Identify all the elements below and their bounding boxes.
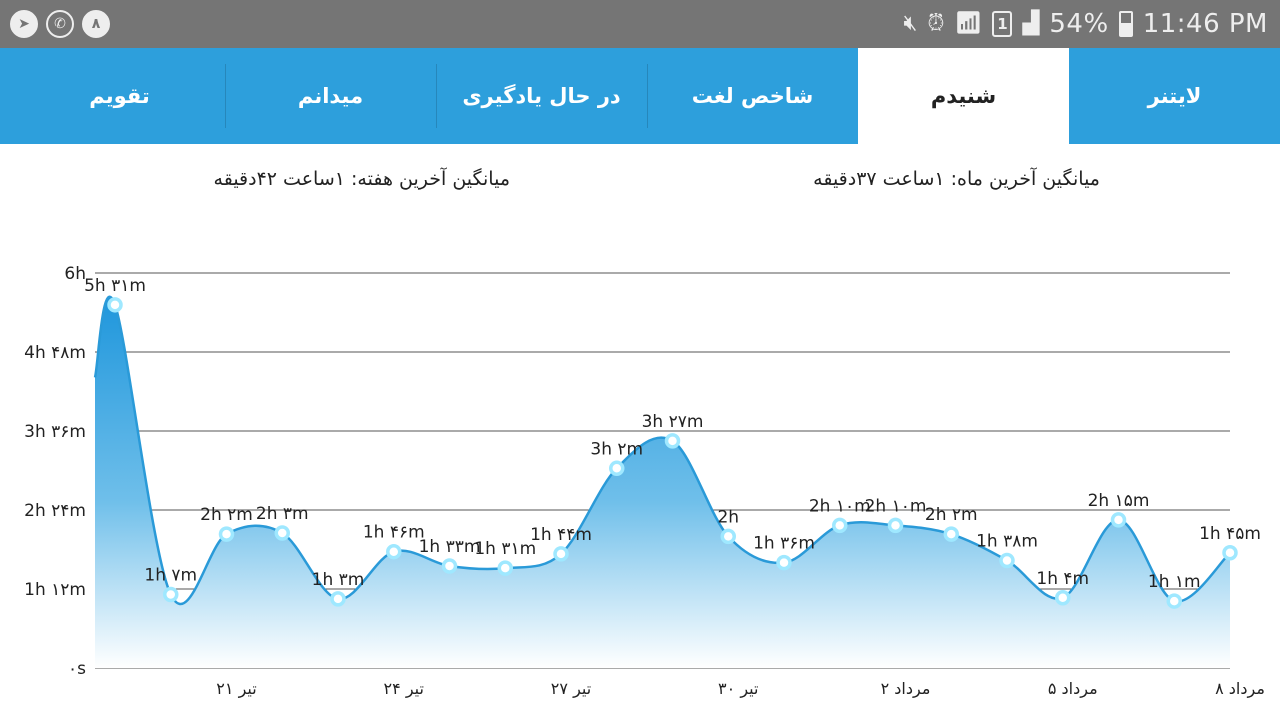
data-label: 2h [717, 507, 739, 527]
data-label: 1h ۱m [1148, 572, 1201, 592]
x-tick-label: ۲۴ تیر [384, 679, 424, 699]
data-point[interactable] [386, 543, 402, 560]
x-tick-label: ۲ مرداد [881, 679, 931, 699]
tab-leitner[interactable]: لایتنر [1069, 48, 1280, 144]
data-label: 2h ۲m [200, 505, 253, 525]
data-label: 1h ۳۶m [753, 534, 815, 554]
tab-heard[interactable]: شنیدم [858, 48, 1069, 144]
battery-fill [1120, 23, 1131, 35]
data-point[interactable] [664, 433, 681, 449]
tab-label: میدانم [297, 84, 364, 108]
y-tick-label: 6h [64, 264, 86, 284]
mute-icon: 🔇︎ [903, 11, 918, 36]
data-label: 1h ۳۱m [474, 539, 536, 559]
data-label: 2h ۱۵m [1088, 491, 1150, 511]
y-tick-label: 3h ۳۶m [24, 422, 86, 442]
tab-label: در حال یادگیری [462, 84, 621, 108]
wifi-icon: 📶︎ [954, 11, 983, 36]
data-point[interactable] [943, 526, 959, 542]
data-label: 2h ۲m [925, 505, 978, 525]
data-label: 2h ۱۰m [809, 496, 871, 516]
data-point[interactable] [274, 525, 290, 541]
data-label: 1h ۴۴m [530, 525, 592, 545]
alarm-icon: ⏰︎ [927, 11, 945, 36]
sim-label: 1 [997, 15, 1008, 33]
data-point[interactable] [107, 297, 123, 313]
data-label: 1h ۳m [312, 570, 365, 590]
x-tick-label: ۸ مرداد [1215, 679, 1265, 699]
sim-icon: 1 [992, 11, 1013, 37]
average-last-week: میانگین آخرین هفته: ۱ساعت ۴۲دقیقه [213, 168, 510, 190]
data-label: 3h ۲۷m [642, 412, 704, 432]
tab-divider [436, 64, 437, 128]
series-area [95, 296, 1230, 668]
data-point[interactable] [218, 526, 235, 542]
battery-icon [1118, 11, 1133, 37]
data-point[interactable] [1110, 512, 1127, 528]
tab-divider [225, 64, 226, 128]
y-tick-label: ۰s [68, 659, 86, 679]
data-point[interactable] [1222, 545, 1238, 561]
x-tick-label: ۵ مرداد [1048, 679, 1098, 699]
tab-label: شنیدم [930, 84, 997, 108]
data-label: 1h ۴۵m [1199, 524, 1261, 544]
tab-known[interactable]: میدانم [225, 48, 436, 144]
x-tick-label: ۲۷ تیر [551, 679, 591, 699]
tab-divider [647, 64, 648, 128]
x-tick-label: ۳۰ تیر [718, 679, 758, 699]
data-point[interactable] [999, 552, 1015, 569]
battery-percent: 54% [1049, 9, 1109, 39]
telegram-icon: ➤ [10, 10, 38, 38]
data-label: 1h ۷m [144, 565, 197, 585]
signal-icon: ▟ [1022, 11, 1040, 36]
data-point[interactable] [163, 586, 179, 603]
data-point[interactable] [553, 546, 569, 562]
data-point[interactable] [720, 528, 736, 545]
system-icons: 🔇︎ ⏰︎ 📶︎ 1 ▟ 54% 11:46 PM [903, 9, 1268, 39]
whatsapp-icon: ✆ [46, 10, 74, 38]
data-point[interactable] [330, 591, 346, 607]
tab-calendar[interactable]: تقویم [14, 48, 225, 144]
data-point[interactable] [497, 560, 513, 576]
data-point[interactable] [1166, 593, 1182, 609]
data-point[interactable] [441, 558, 458, 574]
data-label: 2h ۳m [256, 504, 309, 524]
study-time-chart: 5h ۳۱m 1h ۷m 2h ۲m 2h ۳m 1h ۳m 1h ۴۶m 1h ۳۳m 1h… [0, 220, 1280, 720]
tab-label: تقویم [89, 84, 150, 108]
clock: 11:46 PM [1142, 9, 1268, 39]
y-tick-label: 1h ۱۲m [24, 580, 86, 600]
number-icon: ۸ [82, 10, 110, 38]
data-label: 1h ۳۸m [976, 531, 1038, 551]
data-label: 5h ۳۱m [84, 276, 146, 296]
average-last-month: میانگین آخرین ماه: ۱ساعت ۳۷دقیقه [813, 168, 1100, 190]
tab-label: لایتنر [1147, 84, 1202, 108]
notification-icons: ➤ ✆ ۸ [10, 10, 110, 38]
data-label: 1h ۴m [1036, 569, 1089, 589]
data-label: 1h ۴۶m [363, 523, 425, 543]
data-point[interactable] [832, 517, 848, 534]
y-tick-label: 2h ۲۴m [24, 501, 86, 521]
x-tick-label: ۲۱ تیر [216, 679, 256, 699]
data-label: 3h ۲m [590, 439, 643, 459]
data-label: 2h ۱۰m [865, 496, 927, 516]
data-label: 1h ۳۳m [419, 537, 481, 557]
data-point[interactable] [776, 554, 792, 571]
data-point[interactable] [1055, 590, 1071, 606]
data-point[interactable] [887, 517, 904, 534]
data-point[interactable] [609, 460, 625, 477]
number-badge: ۸ [91, 16, 101, 32]
y-tick-label: 4h ۴۸m [24, 343, 86, 363]
status-bar: ➤ ✆ ۸ 🔇︎ ⏰︎ 📶︎ 1 ▟ 54% 11:46 PM [0, 0, 1280, 48]
tab-bar: لایتنر شنیدم شاخص لغت در حال یادگیری مید… [0, 48, 1280, 144]
tab-label: شاخص لغت [691, 84, 814, 108]
tab-word-index[interactable]: شاخص لغت [647, 48, 858, 144]
tab-learning[interactable]: در حال یادگیری [436, 48, 647, 144]
